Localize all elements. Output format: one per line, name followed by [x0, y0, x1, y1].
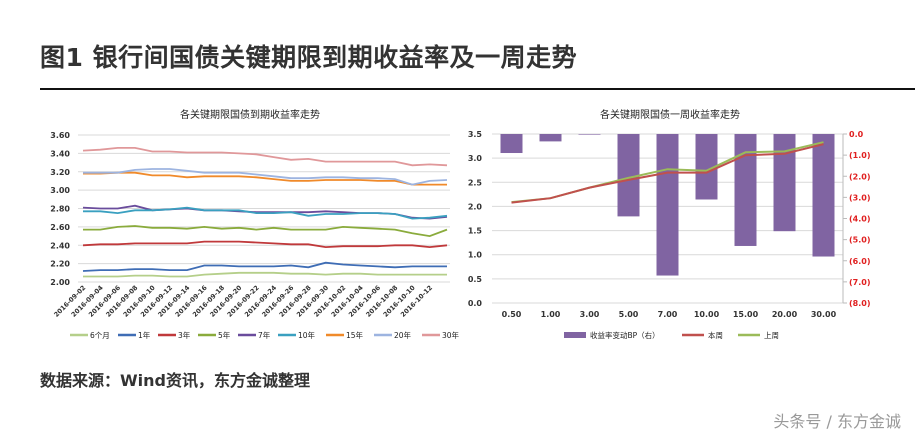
legend-label: 6个月	[90, 331, 110, 340]
x-tick-label: 5.00	[619, 310, 639, 319]
bar-3.00	[578, 134, 601, 135]
legend-label: 1年	[138, 330, 151, 340]
x-tick-label: 30.00	[811, 310, 837, 319]
legend-label: 20年	[394, 330, 412, 340]
chart-title: 各关键期限国债到期收益率走势	[180, 108, 320, 121]
bar-10.00	[695, 134, 718, 200]
legend-label: 收益率变动BP（右）	[590, 330, 660, 340]
series-line-1年	[82, 261, 447, 272]
bar-30.00	[812, 134, 835, 257]
y-tick-label: 2.00	[50, 278, 70, 287]
y2-tick-label: (3.0)	[849, 193, 870, 202]
y-tick-label: 3.20	[50, 168, 70, 177]
series-line-本周	[511, 143, 824, 204]
y-tick-label: 2.5	[468, 178, 483, 187]
x-tick-label: 7.00	[658, 310, 678, 319]
watermark: 头条号 / 东方金诚	[773, 412, 901, 431]
y-tick-label: 2.40	[50, 241, 70, 250]
legend-swatch	[564, 332, 586, 338]
legend-label: 7年	[258, 330, 271, 340]
x-tick-label: 10.00	[694, 310, 720, 319]
y-tick-label: 0.0	[468, 299, 483, 308]
series-line-6个月	[83, 271, 447, 278]
y-tick-label: 2.80	[50, 205, 70, 214]
series-line-20年	[83, 168, 448, 186]
legend-label: 10年	[298, 330, 316, 340]
y-tick-label: 3.60	[50, 131, 70, 140]
series-line-3年	[82, 240, 448, 249]
bar-1.00	[539, 134, 562, 142]
x-tick-label: 1.00	[541, 310, 561, 319]
series-line-10年	[83, 206, 448, 220]
data-source-note: 数据来源：Wind资讯，东方金诚整理	[40, 371, 310, 390]
bar-0.50	[500, 134, 523, 154]
y2-tick-label: (5.0)	[849, 236, 870, 245]
y-tick-label: 2.60	[50, 223, 70, 232]
legend-label: 3年	[178, 330, 191, 340]
y-tick-label: 1.5	[468, 227, 483, 236]
legend-label: 本周	[708, 330, 723, 340]
legend-label: 5年	[218, 330, 231, 340]
series-line-15年	[83, 171, 447, 186]
series-line-5年	[83, 225, 448, 238]
y-tick-label: 2.0	[468, 202, 483, 211]
y-tick-label: 3.0	[468, 154, 483, 163]
bar-15.00	[734, 134, 757, 246]
x-tick-label: 0.50	[502, 310, 522, 319]
title-divider	[40, 88, 915, 90]
y2-tick-label: (8.0)	[849, 299, 870, 308]
y-tick-label: 3.40	[50, 149, 70, 158]
legend-label: 30年	[442, 330, 460, 340]
y2-tick-label: (2.0)	[849, 172, 870, 181]
x-tick-label: 15.00	[733, 310, 759, 319]
y-tick-label: 2.20	[50, 260, 70, 269]
bar-20.00	[773, 134, 796, 232]
y2-tick-label: (1.0)	[849, 151, 870, 160]
y-tick-label: 1.0	[468, 251, 483, 260]
series-line-30年	[82, 146, 448, 167]
y-tick-label: 3.5	[468, 130, 483, 139]
bar-7.00	[656, 134, 679, 276]
y2-tick-label: (6.0)	[849, 257, 870, 266]
y2-tick-label: (4.0)	[849, 215, 870, 224]
y2-tick-label: 0.0	[849, 130, 864, 139]
legend-label: 15年	[346, 330, 364, 340]
legend-label: 上周	[764, 331, 779, 340]
y-tick-label: 0.5	[468, 275, 483, 284]
bar-5.00	[617, 134, 640, 217]
chart-title: 各关键期限国债一周收益率走势	[600, 108, 740, 121]
x-tick-label: 3.00	[580, 310, 600, 319]
x-tick-label: 20.00	[772, 310, 798, 319]
y-tick-label: 3.00	[50, 186, 70, 195]
y2-tick-label: (7.0)	[849, 278, 870, 287]
figure-title: 图1 银行间国债关键期限到期收益率及一周走势	[40, 43, 578, 72]
